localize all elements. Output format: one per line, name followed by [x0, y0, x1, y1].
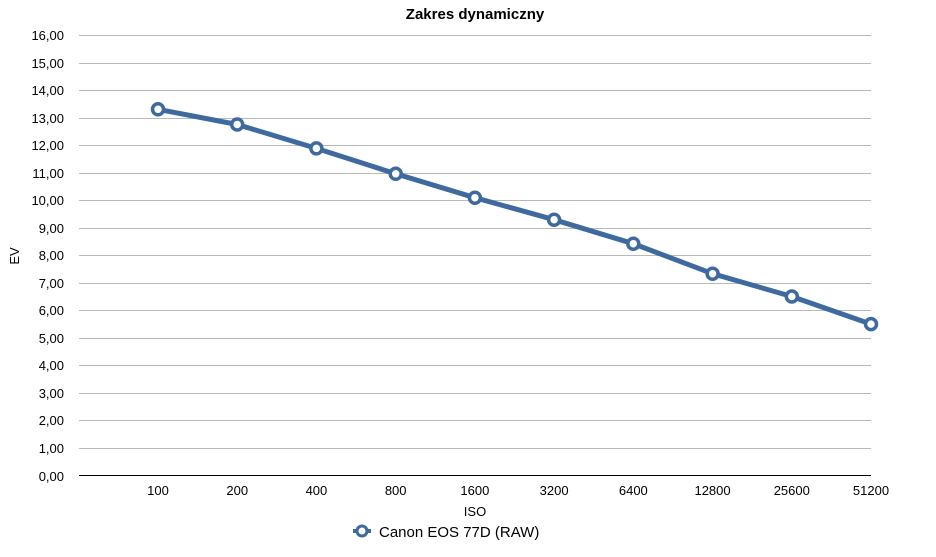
series-layer — [150, 102, 879, 332]
x-tick-label: 3200 — [540, 483, 569, 498]
x-axis-label: ISO — [464, 504, 486, 519]
gridlines — [79, 35, 871, 449]
data-point — [309, 141, 324, 156]
data-point — [705, 266, 720, 281]
y-tick-label: 16,00 — [31, 28, 64, 43]
y-tick-label: 13,00 — [31, 111, 64, 126]
x-tick-label: 400 — [306, 483, 328, 498]
y-tick-labels: 0,00 1,00 2,00 3,00 4,00 5,00 6,00 7,00 8,00 9,00… — [31, 28, 64, 484]
y-tick-label: 2,00 — [39, 413, 64, 428]
data-point — [467, 190, 483, 205]
x-tick-labels: 100 200 400 800 1600 3200 6400 12800 25600 51200 — [147, 483, 889, 498]
y-tick-label: 7,00 — [39, 276, 64, 291]
y-tick-label: 10,00 — [31, 193, 64, 208]
x-tick-label: 800 — [385, 483, 407, 498]
x-tick-label: 6400 — [619, 483, 648, 498]
data-point — [863, 316, 879, 332]
legend-marker — [353, 524, 371, 538]
x-tick-label: 12800 — [694, 483, 730, 498]
data-point — [546, 212, 562, 227]
y-tick-label: 0,00 — [39, 469, 64, 484]
x-tick-label: 1600 — [460, 483, 489, 498]
data-point — [388, 166, 403, 182]
y-tick-label: 1,00 — [39, 441, 64, 456]
data-point — [626, 236, 641, 251]
legend-marker-icon — [355, 524, 369, 538]
y-tick-label: 14,00 — [31, 83, 64, 98]
y-tick-label: 9,00 — [39, 221, 64, 236]
series-line — [155, 106, 874, 327]
y-tick-label: 12,00 — [31, 138, 64, 153]
y-tick-label: 3,00 — [39, 386, 64, 401]
x-tick-label: 200 — [226, 483, 248, 498]
y-tick-label: 4,00 — [39, 358, 64, 373]
chart-title: Zakres dynamiczny — [406, 6, 545, 23]
x-tick-label: 25600 — [774, 483, 810, 498]
x-tick-label: 100 — [147, 483, 169, 498]
y-tick-label: 11,00 — [32, 166, 64, 181]
data-point — [229, 117, 245, 132]
y-tick-label: 15,00 — [31, 56, 64, 71]
y-tick-label: 6,00 — [39, 303, 64, 318]
legend-label: Canon EOS 77D (RAW) — [379, 524, 539, 541]
y-tick-label: 8,00 — [39, 248, 64, 263]
data-point — [150, 102, 166, 117]
x-tick-label: 51200 — [853, 483, 889, 498]
data-point — [784, 289, 800, 304]
y-tick-label: 5,00 — [39, 331, 64, 346]
y-axis-label: EV — [7, 247, 22, 265]
legend: Canon EOS 77D (RAW) — [353, 524, 539, 541]
